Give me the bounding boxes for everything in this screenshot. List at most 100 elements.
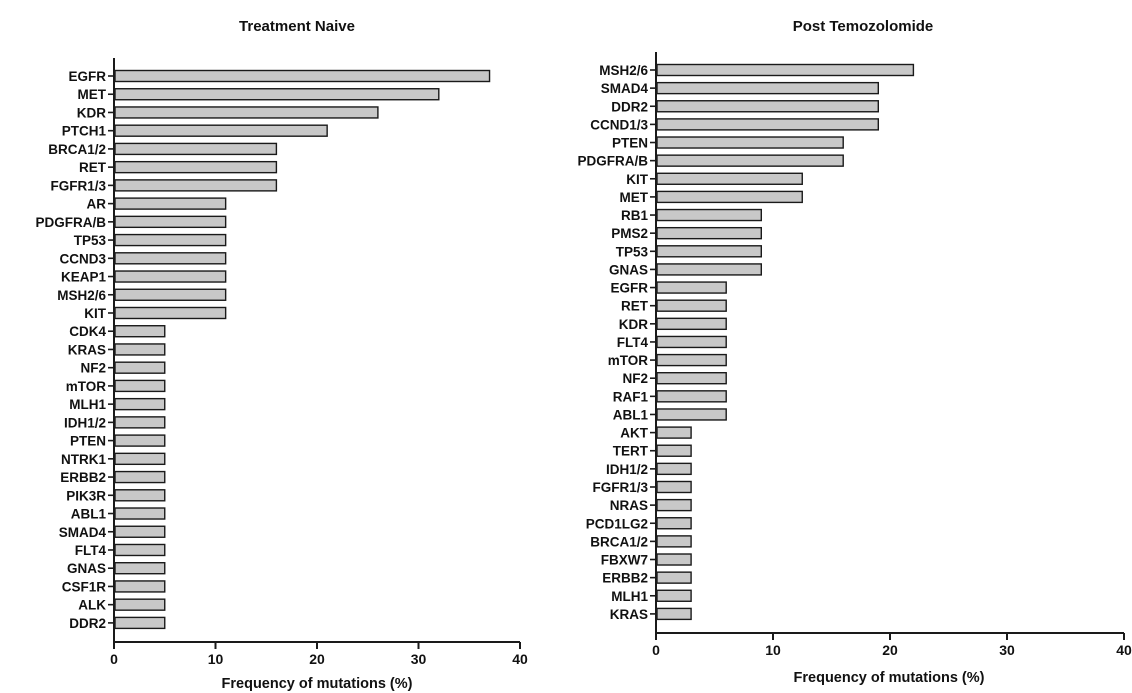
category-label: KEAP1	[61, 270, 107, 285]
category-label: PTEN	[70, 434, 106, 449]
bar	[114, 160, 278, 174]
category-label: PIK3R	[66, 488, 106, 503]
category-label: SMAD4	[601, 81, 649, 96]
category-label: MLH1	[69, 397, 106, 412]
bar	[114, 507, 166, 520]
bar	[114, 361, 166, 374]
bar	[114, 233, 227, 247]
category-label: PDGFRA/B	[578, 154, 649, 169]
x-axis-label: Frequency of mutations (%)	[222, 676, 413, 692]
category-label: mTOR	[66, 379, 107, 394]
bar	[114, 525, 166, 538]
category-label: EGFR	[68, 69, 106, 84]
category-label: AKT	[620, 426, 648, 441]
bar	[656, 498, 692, 512]
bar	[656, 390, 727, 403]
bar	[656, 317, 727, 331]
bar	[656, 190, 803, 204]
bar	[656, 63, 915, 77]
category-label: KDR	[77, 105, 106, 120]
bar	[656, 353, 727, 367]
bar	[114, 252, 227, 265]
category-label: TP53	[616, 244, 649, 259]
category-label: EGFR	[610, 281, 648, 296]
bar	[114, 106, 379, 119]
bar	[656, 480, 692, 494]
bar	[114, 434, 166, 447]
bar	[114, 562, 166, 575]
category-label: PTEN	[612, 136, 648, 151]
category-label: IDH1/2	[64, 415, 106, 430]
category-label: MET	[620, 190, 649, 205]
bar	[656, 335, 727, 349]
bar	[656, 372, 727, 385]
chart-title: Post Temozolomide	[793, 18, 934, 35]
category-label: BRCA1/2	[590, 534, 648, 549]
category-label: DDR2	[611, 99, 648, 114]
category-label: RB1	[621, 208, 648, 223]
x-tick-label: 10	[208, 651, 224, 667]
bar	[114, 325, 166, 338]
category-label: NRAS	[610, 498, 648, 513]
bar	[114, 489, 166, 502]
category-label: TERT	[613, 444, 649, 459]
category-label: GNAS	[67, 561, 106, 576]
category-label: FLT4	[617, 335, 649, 350]
category-label: MLH1	[611, 589, 648, 604]
bar	[114, 69, 491, 83]
category-label: ERBB2	[602, 571, 648, 586]
category-label: FLT4	[75, 543, 107, 558]
bar	[114, 197, 227, 210]
bar	[114, 124, 328, 137]
category-label: NF2	[622, 371, 648, 386]
x-tick-label: 40	[512, 651, 528, 667]
category-label: KIT	[84, 306, 107, 321]
category-label: KRAS	[610, 607, 648, 622]
bar	[656, 299, 727, 312]
category-label: PMS2	[611, 226, 648, 241]
bar	[656, 208, 763, 222]
category-label: KDR	[619, 317, 648, 332]
category-label: AR	[87, 197, 107, 212]
bar	[114, 215, 227, 229]
bar	[656, 245, 763, 258]
x-axis-label: Frequency of mutations (%)	[794, 670, 985, 686]
category-label: NTRK1	[61, 452, 106, 467]
bar	[656, 517, 692, 530]
bar	[114, 179, 278, 192]
category-label: ERBB2	[60, 470, 106, 485]
chart-post-temozolomide: Post Temozolomide Frequency of mutations…	[578, 18, 1132, 686]
category-label: PTCH1	[62, 124, 107, 139]
x-tick-label: 0	[110, 651, 118, 667]
bar	[114, 343, 166, 356]
x-tick-label: 10	[765, 642, 781, 658]
bar	[656, 226, 763, 240]
bar	[114, 306, 227, 320]
x-tick-label: 0	[652, 642, 660, 658]
bar	[656, 81, 880, 95]
bar	[656, 426, 692, 439]
bar	[656, 263, 763, 276]
bar	[656, 444, 692, 457]
category-label: MET	[78, 87, 107, 102]
category-label: MSH2/6	[57, 288, 106, 303]
bar	[114, 470, 166, 484]
category-label: CDK4	[69, 324, 106, 339]
category-label: IDH1/2	[606, 462, 648, 477]
chart-title: Treatment Naive	[239, 18, 355, 35]
chart-treatment-naive: Treatment Naive Frequency of mutations (…	[36, 18, 528, 692]
category-label: PCD1LG2	[586, 516, 648, 531]
category-label: CCND1/3	[590, 117, 648, 132]
bar	[114, 416, 166, 429]
category-label: MSH2/6	[599, 63, 648, 78]
bar	[656, 172, 803, 185]
x-tick-label: 20	[882, 642, 898, 658]
bar	[114, 379, 166, 393]
bar	[114, 288, 227, 301]
bar	[656, 118, 880, 131]
bar	[114, 88, 440, 101]
category-label: CCND3	[59, 251, 106, 266]
bar	[656, 571, 692, 584]
